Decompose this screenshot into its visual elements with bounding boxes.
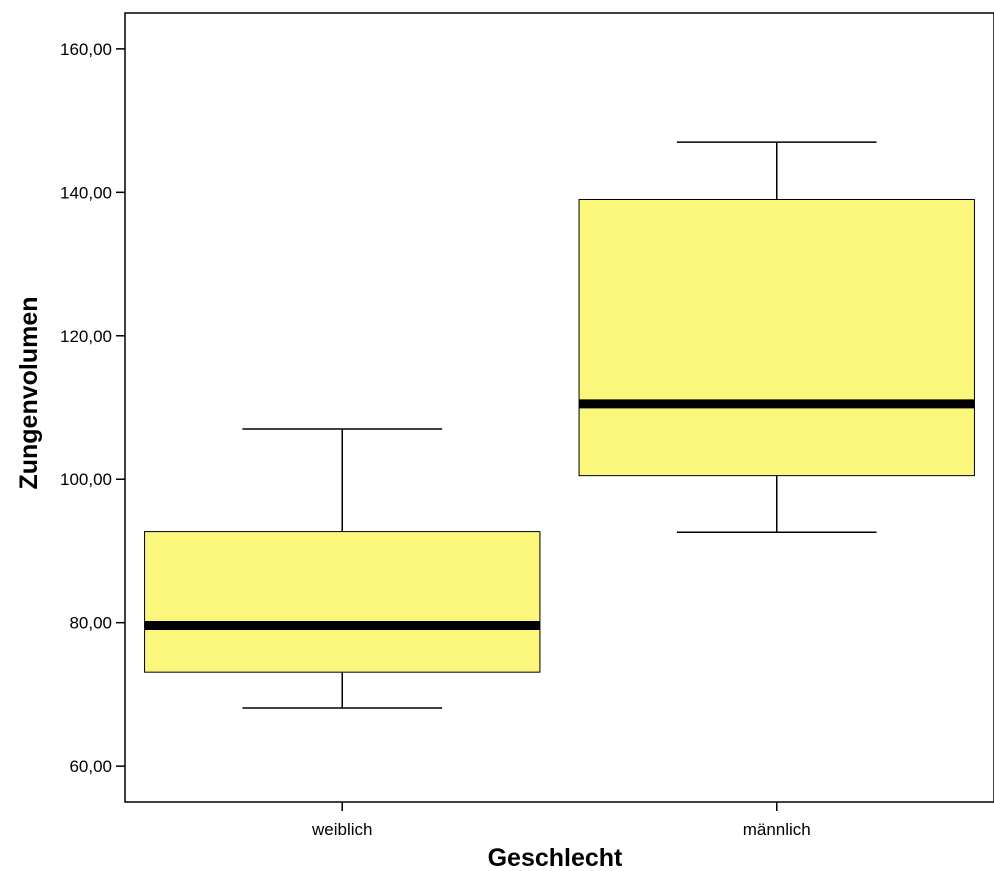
box-0 [144,428,541,709]
y-tick-label-4: 140,00 [60,183,112,202]
plot-frame [124,12,994,803]
box-body-1 [578,198,975,477]
y-tick-label-3: 120,00 [60,327,112,346]
y-tick-label-1: 80,00 [69,614,112,633]
x-tick-label-1: männlich [743,820,811,839]
box-body-0 [144,531,541,673]
y-tick-label-5: 160,00 [60,40,112,59]
y-axis: 60,00 80,00 100,00 120,00 140,00 160,00 [60,40,125,776]
x-axis-title: Geschlecht [488,844,623,871]
box-1 [578,141,975,534]
y-tick-label-0: 60,00 [69,757,112,776]
box-series [144,141,975,709]
y-tick-label-2: 100,00 [60,470,112,489]
y-axis-title: Zungenvolumen [15,296,43,489]
x-tick-label-0: weiblich [311,820,372,839]
plot-border [124,12,994,803]
x-axis: weiblich männlich [311,802,811,839]
